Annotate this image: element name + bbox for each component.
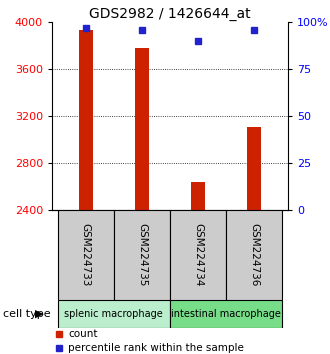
Bar	[170, 210, 226, 300]
Bar	[191, 182, 205, 210]
Text: GSM224735: GSM224735	[137, 223, 147, 287]
Text: GSM224733: GSM224733	[81, 223, 91, 287]
Text: GSM224734: GSM224734	[193, 223, 203, 287]
Bar	[79, 30, 93, 210]
Text: count: count	[69, 329, 98, 339]
Text: splenic macrophage: splenic macrophage	[64, 309, 163, 319]
Bar	[135, 48, 149, 210]
Text: ▶: ▶	[35, 309, 43, 319]
Bar	[58, 210, 114, 300]
Bar	[170, 300, 282, 328]
Title: GDS2982 / 1426644_at: GDS2982 / 1426644_at	[89, 7, 251, 21]
Text: GSM224736: GSM224736	[249, 223, 259, 287]
Text: intestinal macrophage: intestinal macrophage	[171, 309, 281, 319]
Bar	[58, 300, 170, 328]
Text: cell type: cell type	[3, 309, 51, 319]
Bar	[226, 210, 282, 300]
Bar	[114, 210, 170, 300]
Text: percentile rank within the sample: percentile rank within the sample	[69, 343, 245, 353]
Bar	[247, 127, 261, 210]
